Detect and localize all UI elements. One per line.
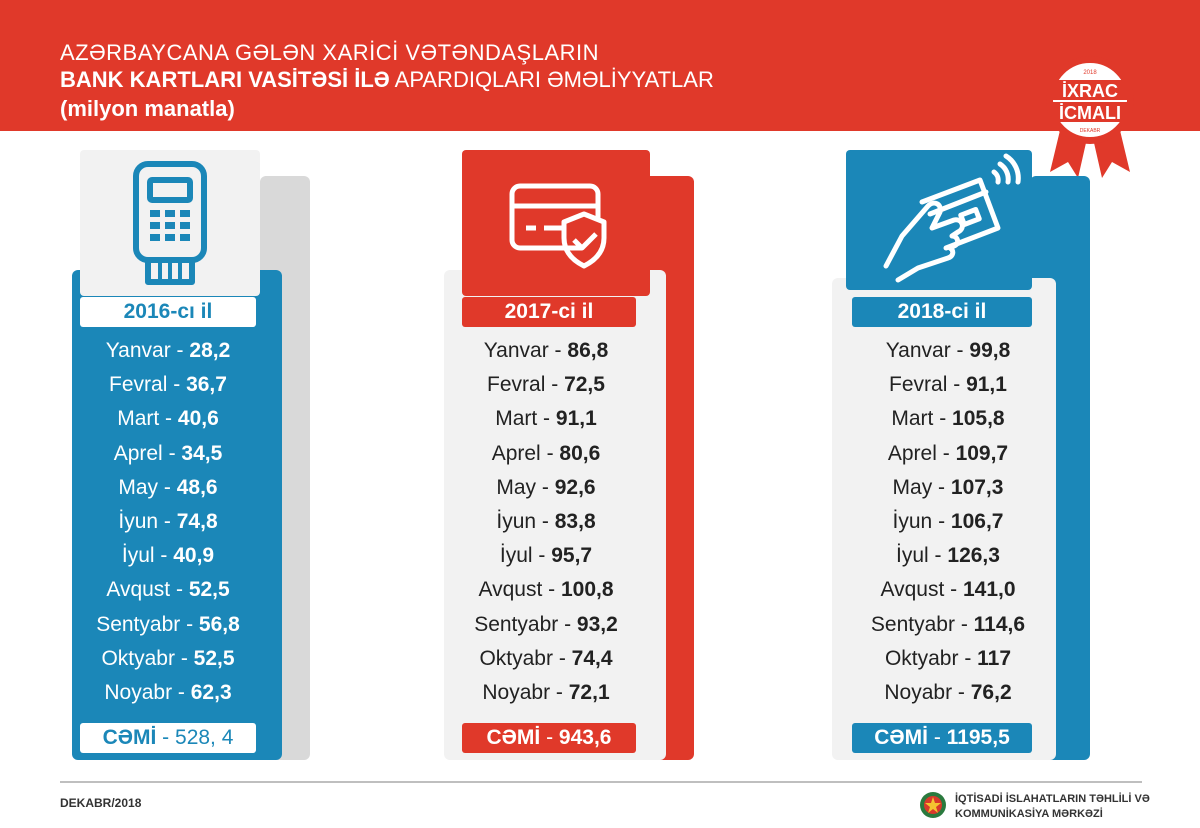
list-item: Yanvar - 28,2	[105, 339, 231, 362]
footer-divider	[60, 781, 1142, 783]
list-item: İyun - 106,7	[892, 509, 1004, 533]
title-line-1: AZƏRBAYCANA GƏLƏN XARİCİ VƏTƏNDAŞLARIN	[60, 40, 600, 65]
card-2018-total: CƏMİ - 1195,5	[852, 723, 1032, 753]
card-2016-total: CƏMİ - 528, 4	[80, 723, 256, 753]
list-item: Avqust - 141,0	[880, 578, 1016, 602]
card-2018-icon-box	[846, 150, 1032, 290]
badge-year: 2018	[1083, 70, 1097, 76]
list-item: Noyabr - 76,2	[884, 680, 1012, 704]
list-item: Yanvar - 86,8	[483, 339, 609, 362]
list-item: Oktyabr - 52,5	[101, 646, 235, 670]
card-2016-month-list: Yanvar - 28,2 Fevral - 36,7 Mart - 40,6 …	[58, 334, 278, 710]
card-2017-month-list: Yanvar - 86,8 Fevral - 72,5 Mart - 91,1 …	[436, 334, 656, 710]
list-item: Oktyabr - 74,4	[479, 646, 613, 670]
list-item: May - 92,6	[496, 475, 596, 499]
list-item: Fevral - 36,7	[109, 373, 227, 397]
list-item: Sentyabr - 93,2	[474, 612, 618, 636]
list-item: Aprel - 109,7	[887, 441, 1009, 465]
state-emblem-icon	[920, 792, 946, 818]
footer-org-line1: İQTİSADİ İSLAHATLARIN TƏHLİLİ VƏ	[955, 793, 1150, 805]
title-line-3: (milyon manatla)	[60, 96, 235, 121]
card-2017-icon-box	[462, 150, 650, 296]
pos-terminal-icon	[133, 161, 207, 285]
card-2016-icon-box	[80, 150, 260, 296]
list-item: Avqust - 52,5	[106, 578, 230, 602]
list-item: Aprel - 80,6	[491, 441, 601, 465]
list-item: May - 48,6	[118, 475, 218, 499]
list-item: Sentyabr - 56,8	[96, 612, 240, 636]
list-item: Mart - 91,1	[495, 407, 597, 431]
list-item: Avqust - 100,8	[478, 578, 614, 602]
list-item: Fevral - 72,5	[487, 373, 605, 397]
list-item: Sentyabr - 114,6	[870, 612, 1026, 636]
list-item: İyul - 95,7	[499, 544, 593, 568]
list-item: İyul - 126,3	[896, 544, 1000, 568]
contactless-card-icon	[883, 153, 1021, 283]
badge-line1: İXRAC	[1062, 81, 1118, 101]
title-line-2-bold: BANK KARTLARI VASİTƏSİ İLƏ	[60, 67, 390, 92]
list-item: Noyabr - 72,1	[482, 680, 610, 704]
list-item: Yanvar - 99,8	[885, 339, 1011, 362]
card-2017-year-label: 2017-ci il	[462, 297, 636, 327]
badge-line2: İCMALI	[1059, 103, 1121, 123]
card-2017-panel	[444, 270, 666, 760]
list-item: Mart - 105,8	[891, 407, 1005, 431]
footer-date: DEKABR/2018	[60, 796, 142, 810]
list-item: İyun - 83,8	[496, 509, 596, 533]
card-2017-total: CƏMİ - 943,6	[462, 723, 636, 753]
footer-org-line2: KOMMUNİKASİYA MƏRKƏZİ	[955, 808, 1103, 820]
card-2018-month-list: Yanvar - 99,8 Fevral - 91,1 Mart - 105,8…	[838, 334, 1058, 710]
list-item: Fevral - 91,1	[889, 373, 1007, 397]
list-item: Aprel - 34,5	[113, 441, 223, 465]
card-2016-year-label: 2016-cı il	[80, 297, 256, 327]
badge-month: DEKABR	[1080, 128, 1101, 134]
list-item: Mart - 40,6	[117, 407, 219, 431]
list-item: Noyabr - 62,3	[104, 680, 232, 704]
list-item: İyun - 74,8	[118, 509, 218, 533]
list-item: Oktyabr - 117	[884, 646, 1012, 670]
title-line-2-rest: APARDIQLARI ƏMƏLİYYATLAR	[394, 67, 714, 92]
list-item: İyul - 40,9	[121, 544, 215, 568]
footer-organization: İQTİSADİ İSLAHATLARIN TƏHLİLİ VƏ KOMMUNİ…	[955, 792, 1150, 822]
ixrac-icmali-badge-icon: 2018 İXRAC İCMALI DEKABR	[1046, 56, 1134, 178]
secure-card-icon	[509, 183, 607, 269]
card-2016-panel	[72, 270, 282, 760]
header-banner: AZƏRBAYCANA GƏLƏN XARİCİ VƏTƏNDAŞLARIN B…	[0, 0, 1200, 131]
card-2018-year-label: 2018-ci il	[852, 297, 1032, 327]
title-line-2: BANK KARTLARI VASİTƏSİ İLƏ APARDIQLARI Ə…	[60, 67, 714, 93]
list-item: May - 107,3	[892, 475, 1004, 499]
card-2018-panel	[832, 278, 1056, 760]
